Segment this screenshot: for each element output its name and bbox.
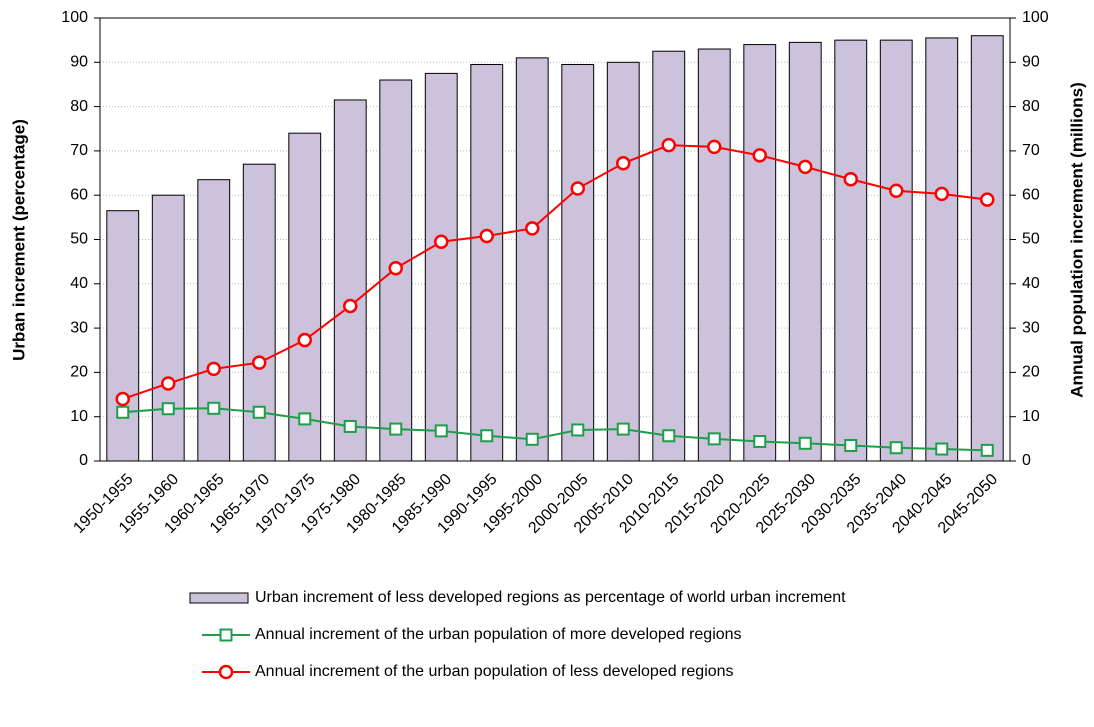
line-marker xyxy=(980,443,994,457)
line-marker xyxy=(935,442,949,456)
bar xyxy=(288,132,322,462)
line-marker xyxy=(889,183,904,199)
y-tick-label: 70 xyxy=(70,142,88,159)
line-marker xyxy=(934,186,949,202)
y-axis-title: Urban increment (percentage) xyxy=(9,119,28,361)
line-marker xyxy=(616,422,630,436)
line-marker xyxy=(116,405,130,419)
y-tick-label: 30 xyxy=(70,319,88,336)
line-marker xyxy=(753,435,767,449)
line xyxy=(122,407,988,452)
y2-tick-label: 70 xyxy=(1022,142,1040,159)
line-marker xyxy=(570,181,585,196)
y2-axis-title: Annual population increment (millions) xyxy=(1067,82,1086,397)
line-marker xyxy=(388,261,403,276)
y2-tick-label: 30 xyxy=(1022,319,1040,336)
y2-tick-label: 80 xyxy=(1022,98,1040,115)
legend-marker xyxy=(219,628,233,642)
line-marker xyxy=(707,432,721,446)
y-tick-label: 80 xyxy=(70,98,88,115)
line-marker xyxy=(479,228,494,244)
line-marker xyxy=(752,148,767,163)
line-marker xyxy=(661,137,676,153)
bar xyxy=(743,44,777,462)
line-marker xyxy=(662,429,676,443)
bar xyxy=(470,64,504,462)
line-marker xyxy=(252,355,267,370)
line-marker xyxy=(161,402,175,416)
legend-label: Urban increment of less developed region… xyxy=(255,589,846,606)
bar xyxy=(834,39,868,462)
line-marker xyxy=(207,401,221,415)
y-tick-label: 10 xyxy=(70,408,88,425)
line-marker xyxy=(525,432,539,446)
y-tick-label: 100 xyxy=(61,9,88,26)
bar xyxy=(515,57,549,462)
line-marker xyxy=(297,332,312,348)
y2-tick-label: 50 xyxy=(1022,231,1040,248)
bar xyxy=(561,64,595,462)
line-marker xyxy=(707,139,722,155)
y2-tick-label: 40 xyxy=(1022,275,1040,292)
line-marker xyxy=(798,159,813,175)
line-marker xyxy=(161,376,176,391)
y-tick-label: 50 xyxy=(70,231,88,248)
line-marker xyxy=(525,221,540,236)
line-marker xyxy=(298,412,312,426)
line-marker xyxy=(115,391,130,407)
y-tick-label: 0 xyxy=(79,452,88,469)
legend-marker xyxy=(218,664,234,680)
bar xyxy=(424,72,458,462)
line-marker xyxy=(434,424,448,438)
y2-tick-label: 20 xyxy=(1022,364,1040,381)
y2-tick-label: 90 xyxy=(1022,54,1040,71)
line-marker xyxy=(844,438,858,452)
line xyxy=(122,144,988,400)
plot-frame xyxy=(99,17,1011,462)
legend-swatch xyxy=(189,592,249,604)
line-marker xyxy=(571,423,585,437)
legend-label: Annual increment of the urban population… xyxy=(255,626,742,643)
legend-label: Annual increment of the urban population… xyxy=(255,663,734,680)
line-marker xyxy=(480,429,494,443)
bar xyxy=(970,35,1004,462)
line-marker xyxy=(206,361,221,377)
line-marker xyxy=(389,422,403,436)
bar xyxy=(333,99,367,462)
bar xyxy=(652,50,686,462)
line-marker xyxy=(343,419,357,433)
y-tick-label: 20 xyxy=(70,364,88,381)
line-marker xyxy=(843,172,858,187)
bar xyxy=(606,61,640,462)
bar xyxy=(106,210,140,462)
line-marker xyxy=(252,405,266,419)
bar xyxy=(925,37,959,462)
y2-tick-label: 10 xyxy=(1022,408,1040,425)
line-marker xyxy=(980,192,995,207)
y2-tick-label: 0 xyxy=(1022,452,1031,469)
y-tick-label: 60 xyxy=(70,186,88,203)
bar xyxy=(197,179,231,462)
y2-tick-label: 60 xyxy=(1022,186,1040,203)
line-marker xyxy=(798,436,812,450)
line-marker xyxy=(343,298,358,314)
y2-tick-label: 100 xyxy=(1022,9,1049,26)
bar xyxy=(788,41,822,462)
y-tick-label: 90 xyxy=(70,54,88,71)
bar xyxy=(879,39,913,462)
bar xyxy=(151,194,185,462)
line-marker xyxy=(889,441,903,455)
bar xyxy=(697,48,731,462)
line-marker xyxy=(616,156,631,171)
y-tick-label: 40 xyxy=(70,275,88,292)
line-marker xyxy=(434,234,449,249)
